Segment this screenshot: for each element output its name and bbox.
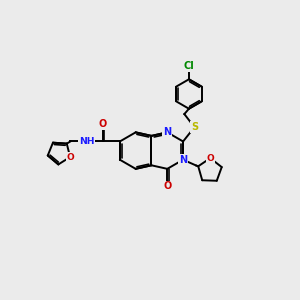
Text: O: O: [98, 119, 106, 129]
Text: NH: NH: [79, 137, 94, 146]
Text: N: N: [163, 127, 171, 137]
Text: N: N: [179, 155, 187, 165]
Text: O: O: [163, 182, 171, 191]
Text: O: O: [66, 153, 74, 162]
Text: O: O: [206, 154, 214, 163]
Text: S: S: [191, 122, 198, 132]
Text: Cl: Cl: [184, 61, 194, 71]
